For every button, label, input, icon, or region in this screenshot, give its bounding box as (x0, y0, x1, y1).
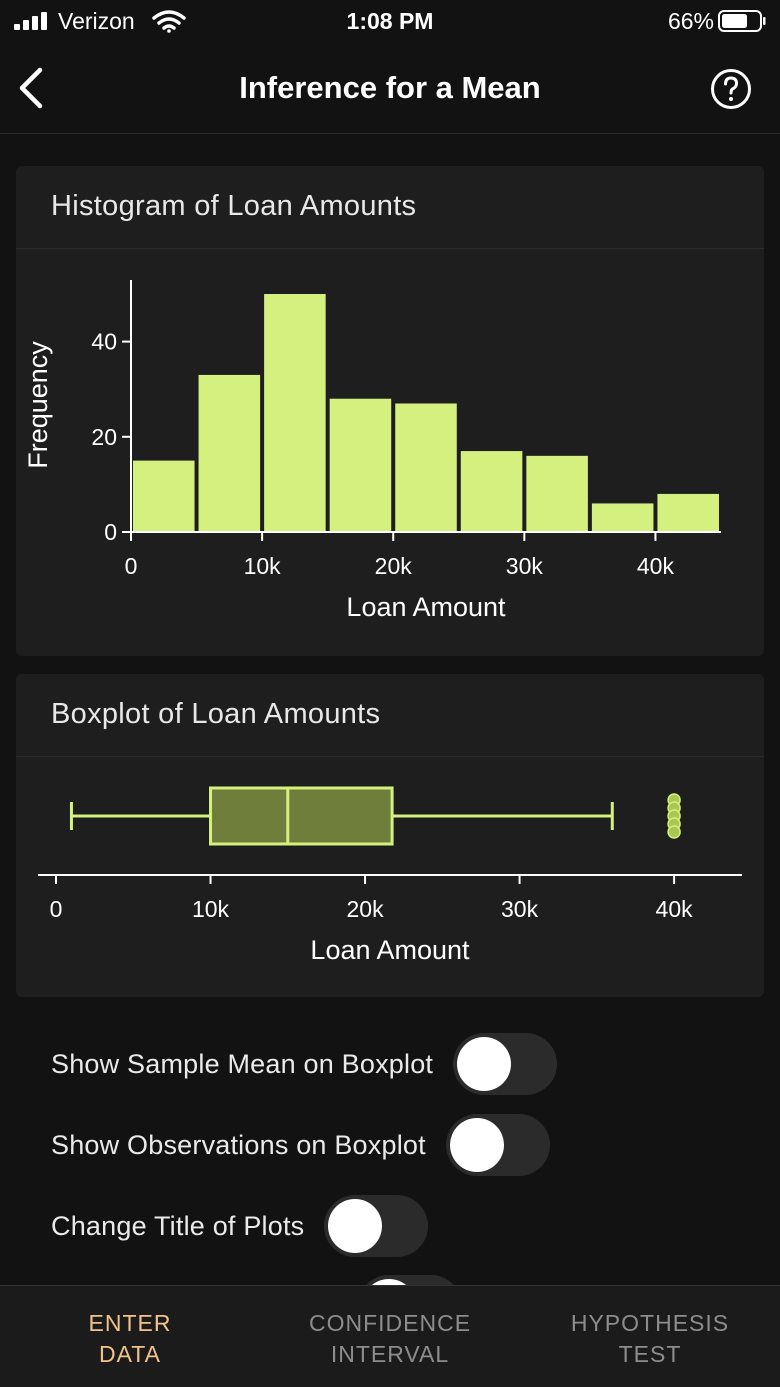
histogram-bar (526, 455, 588, 532)
tab-hypothesis-test[interactable]: HYPOTHESIS TEST (520, 1308, 780, 1370)
y-tick-label: 0 (104, 519, 117, 545)
x-tick-label: 10k (244, 553, 282, 579)
histogram-bar (264, 294, 326, 532)
x-tick-label: 20k (347, 896, 385, 922)
y-tick-label: 40 (91, 329, 117, 355)
toggle-label: Show Observations on Boxplot (51, 1129, 426, 1160)
histogram-bar (460, 451, 523, 532)
sample-mean-switch[interactable] (453, 1033, 558, 1095)
boxplot-chart: 0 10k 20k 30k 40k Loan Amount (38, 786, 742, 965)
histogram-card: Histogram of Loan Amounts 0 20 40 0 10k 20k 30… (16, 166, 764, 656)
outlier-point (667, 825, 681, 839)
toggle-label: Show Sample Mean on Boxplot (51, 1048, 434, 1079)
tab-enter-data[interactable]: ENTER DATA (0, 1308, 260, 1370)
iqr-box (209, 786, 394, 846)
y-tick-label: 20 (91, 424, 117, 450)
histogram-bar (591, 503, 654, 532)
tab-label-line1: HYPOTHESIS (570, 1310, 730, 1336)
histogram-bar (657, 493, 719, 532)
x-tick-label: 30k (506, 553, 544, 579)
x-tick-label: 20k (375, 553, 413, 579)
tab-label-line2: TEST (618, 1341, 682, 1367)
change-title-switch[interactable] (324, 1195, 429, 1257)
wifi-icon (152, 10, 186, 33)
switch-knob (449, 1118, 504, 1172)
battery-percentage: 66% (667, 8, 714, 34)
tab-label-line1: ENTER (88, 1310, 172, 1336)
status-bar: Verizon 1:08 PM 66% (0, 0, 780, 44)
histogram-bar (329, 398, 392, 532)
card-divider (16, 248, 764, 249)
observations-switch[interactable] (445, 1114, 550, 1176)
toggle-row-observations: Show Observations on Boxplot (51, 1113, 550, 1177)
x-tick-label: 10k (192, 896, 230, 922)
histogram-bar (198, 374, 261, 532)
histogram-bar (133, 460, 195, 532)
clock: 1:08 PM (346, 8, 434, 34)
x-axis-title: Loan Amount (310, 935, 470, 965)
battery-icon (718, 10, 766, 32)
switch-knob (457, 1037, 512, 1091)
cellular-signal-icon (14, 12, 50, 30)
bottom-tab-bar: ENTER DATA CONFIDENCE INTERVAL HYPOTHESI… (0, 1285, 780, 1387)
help-icon[interactable] (710, 68, 752, 110)
toggle-label: Change Title of Plots (51, 1210, 305, 1241)
boxplot-card: Boxplot of Loan Amounts 0 10k 20k 30k 40k Loa… (16, 674, 764, 997)
histogram-title: Histogram of Loan Amounts (51, 190, 417, 222)
toggle-row-sample-mean: Show Sample Mean on Boxplot (51, 1032, 558, 1096)
card-divider (16, 756, 764, 757)
tab-label-line1: CONFIDENCE (308, 1310, 472, 1336)
toggle-row-change-title: Change Title of Plots (51, 1194, 429, 1258)
y-axis-title: Frequency (23, 341, 53, 469)
tab-label-line2: INTERVAL (330, 1341, 450, 1367)
histogram-chart: 0 20 40 0 10k 20k 30k 40k Loan Amount Frequency (23, 280, 721, 622)
boxplot-title: Boxplot of Loan Amounts (51, 698, 381, 730)
x-tick-label: 0 (125, 553, 138, 579)
histogram-bar (395, 403, 457, 532)
navigation-header: Inference for a Mean (0, 50, 780, 134)
x-tick-label: 40k (656, 896, 694, 922)
x-tick-label: 0 (50, 896, 63, 922)
x-tick-label: 40k (637, 553, 675, 579)
back-chevron-icon[interactable] (14, 64, 50, 112)
switch-knob (328, 1199, 383, 1253)
tab-label-line2: DATA (99, 1341, 161, 1367)
page-title: Inference for a Mean (239, 70, 541, 105)
x-tick-label: 30k (501, 896, 539, 922)
x-axis-title: Loan Amount (346, 592, 506, 622)
tab-confidence-interval[interactable]: CONFIDENCE INTERVAL (260, 1308, 520, 1370)
carrier-name: Verizon (58, 8, 135, 34)
